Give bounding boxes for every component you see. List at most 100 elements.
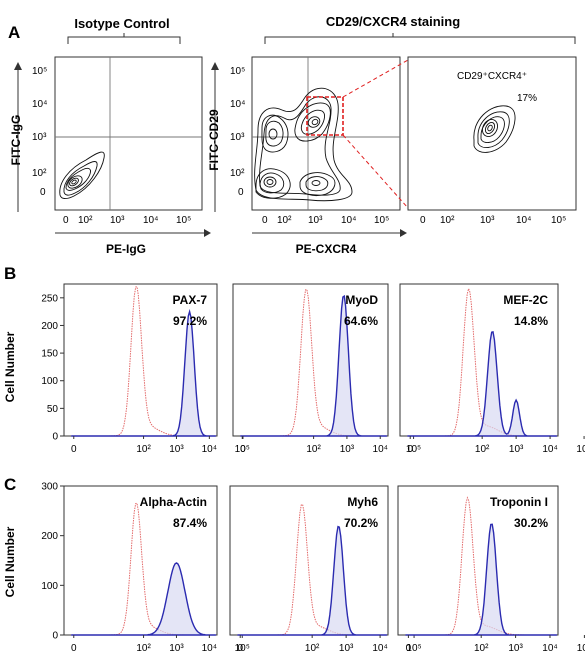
y-tick-label: 10⁵ bbox=[32, 66, 47, 77]
marker-label: MyoD bbox=[345, 293, 378, 307]
histogram-mef-2c: MEF-2C 14.8% 0 10² 10³ 10⁴ 10⁵ bbox=[399, 283, 585, 455]
staining-bracket bbox=[264, 33, 576, 44]
isotype-x-ticks: 0 10² 10³ 10⁴ 10⁵ bbox=[63, 215, 191, 226]
x-tick-label: 10⁵ bbox=[577, 643, 585, 654]
histogram-myod: MyoD 64.6% 0 10² 10³ 10⁴ 10⁵ bbox=[232, 283, 421, 455]
gated-population-label: CD29⁺CXCR4⁺ bbox=[457, 71, 527, 82]
x-tick-label: 10² bbox=[78, 215, 93, 226]
staining-header: CD29/CXCR4 staining bbox=[326, 14, 460, 29]
y-tick-label: 10³ bbox=[230, 132, 245, 143]
histogram-frame bbox=[232, 283, 389, 437]
isotype-x-label: PE-IgG bbox=[106, 242, 146, 256]
isotype-y-arrowhead bbox=[14, 62, 22, 70]
staining-y-ticks: 10⁵ 10⁴ 10³ 10² 0 bbox=[230, 66, 245, 198]
gate-zoom-line-bottom bbox=[342, 134, 409, 209]
panel-b-y-label: Cell Number bbox=[3, 331, 17, 402]
histogram-frame bbox=[397, 485, 559, 636]
histogram-frame bbox=[63, 485, 218, 636]
x-tick-label: 10⁵ bbox=[374, 215, 389, 226]
x-tick-label: 0 bbox=[63, 215, 69, 226]
y-tick-label: 10⁵ bbox=[230, 66, 245, 77]
x-tick-label: 10⁴ bbox=[373, 444, 388, 455]
gated-dot-plot: CD29⁺CXCR4⁺ 17% 0 10² 10³ 10⁴ 10⁵ bbox=[407, 56, 577, 226]
y-tick-label: 100 bbox=[41, 581, 58, 592]
y-tick-label: 200 bbox=[41, 531, 58, 542]
x-tick-label: 0 bbox=[71, 444, 77, 455]
x-tick-label: 10⁵ bbox=[406, 643, 421, 654]
x-tick-label: 10³ bbox=[509, 444, 524, 455]
histogram-alpha-actin: Alpha-Actin 87.4% 0 100 200 300 0 10² 10³ 10⁴ 10⁵ bbox=[41, 482, 250, 655]
x-tick-label: 10⁴ bbox=[542, 643, 557, 654]
x-tick-label: 0 bbox=[71, 643, 77, 654]
positive-percent: 87.4% bbox=[173, 516, 207, 530]
control-histogram bbox=[240, 288, 387, 437]
x-tick-label: 0 bbox=[406, 643, 412, 654]
x-tick-label: 10⁵ bbox=[235, 643, 250, 654]
y-tick-label: 10² bbox=[32, 168, 47, 179]
panel-c-y-label: Cell Number bbox=[3, 526, 17, 597]
y-tick-label: 10³ bbox=[32, 132, 47, 143]
x-tick-label: 10³ bbox=[480, 215, 495, 226]
histogram-myh6: Myh6 70.2% 0 10² 10³ 10⁴ 10⁵ bbox=[229, 485, 422, 654]
gated-plot-frame bbox=[407, 56, 577, 211]
histogram-frame bbox=[399, 283, 559, 437]
x-tick-label: 10⁵ bbox=[551, 215, 566, 226]
x-tick-label: 10⁴ bbox=[542, 444, 557, 455]
positive-percent: 14.8% bbox=[514, 314, 548, 328]
x-tick-label: 10⁵ bbox=[406, 444, 421, 455]
y-tick-label: 0 bbox=[238, 187, 244, 198]
marker-label: PAX-7 bbox=[173, 293, 208, 307]
x-tick-label: 0 bbox=[240, 444, 246, 455]
gated-x-ticks: 0 10² 10³ 10⁴ 10⁵ bbox=[420, 215, 566, 226]
positive-percent: 64.6% bbox=[344, 314, 378, 328]
x-tick-label: 10² bbox=[136, 643, 151, 654]
staining-population-contours bbox=[254, 87, 353, 202]
gate-zoom-line-top bbox=[342, 59, 409, 98]
sample-histogram bbox=[237, 525, 387, 636]
y-tick-label: 50 bbox=[47, 404, 59, 415]
gated-population-percent: 17% bbox=[517, 93, 537, 104]
y-tick-label: 100 bbox=[41, 376, 58, 387]
x-tick-label: 10⁴ bbox=[202, 643, 217, 654]
x-tick-label: 10³ bbox=[110, 215, 125, 226]
x-tick-label: 10² bbox=[474, 643, 489, 654]
x-tick-label: 10³ bbox=[340, 444, 355, 455]
panel-letter-c: C bbox=[4, 475, 16, 494]
positive-percent: 97.2% bbox=[173, 314, 207, 328]
panel-letter-a: A bbox=[8, 23, 20, 42]
histogram-frame bbox=[229, 485, 389, 636]
isotype-population-contours bbox=[59, 151, 105, 199]
y-tick-label: 0 bbox=[52, 432, 58, 443]
x-tick-label: 10⁵ bbox=[576, 444, 585, 455]
histogram-troponin-i: Troponin I 30.2% 0 10² 10³ 10⁴ 10⁵ bbox=[397, 485, 585, 654]
x-tick-label: 10² bbox=[305, 643, 320, 654]
x-tick-label: 10³ bbox=[169, 444, 184, 455]
y-tick-label: 0 bbox=[40, 187, 46, 198]
x-tick-label: 10⁴ bbox=[202, 444, 217, 455]
x-tick-label: 10² bbox=[136, 444, 151, 455]
sample-histogram bbox=[71, 562, 216, 636]
isotype-header: Isotype Control bbox=[74, 16, 169, 31]
panel-letter-b: B bbox=[4, 264, 16, 283]
staining-y-label: FITC-CD29 bbox=[207, 109, 221, 171]
sample-histogram bbox=[240, 294, 387, 437]
x-tick-label: 10² bbox=[440, 215, 455, 226]
staining-dot-plot: 10⁵ 10⁴ 10³ 10² 0 0 10² 10³ 10⁴ 10⁵ FITC… bbox=[207, 56, 409, 256]
x-tick-label: 10³ bbox=[508, 643, 523, 654]
isotype-x-arrowhead bbox=[204, 229, 211, 237]
x-tick-label: 0 bbox=[407, 444, 413, 455]
x-tick-label: 10² bbox=[475, 444, 490, 455]
y-tick-label: 300 bbox=[41, 482, 58, 493]
x-tick-label: 10⁴ bbox=[372, 643, 387, 654]
x-tick-label: 10⁴ bbox=[341, 215, 356, 226]
staining-x-label: PE-CXCR4 bbox=[296, 242, 357, 256]
positive-percent: 30.2% bbox=[514, 516, 548, 530]
gated-population-contours bbox=[473, 105, 516, 153]
gate-box[interactable] bbox=[306, 96, 344, 136]
y-tick-label: 10⁴ bbox=[230, 99, 245, 110]
x-tick-label: 10³ bbox=[169, 643, 184, 654]
x-tick-label: 10² bbox=[277, 215, 292, 226]
isotype-dot-plot: 10⁵ 10⁴ 10³ 10² 0 0 10² 10³ 10⁴ 10⁵ FITC… bbox=[9, 56, 211, 256]
positive-percent: 70.2% bbox=[344, 516, 378, 530]
